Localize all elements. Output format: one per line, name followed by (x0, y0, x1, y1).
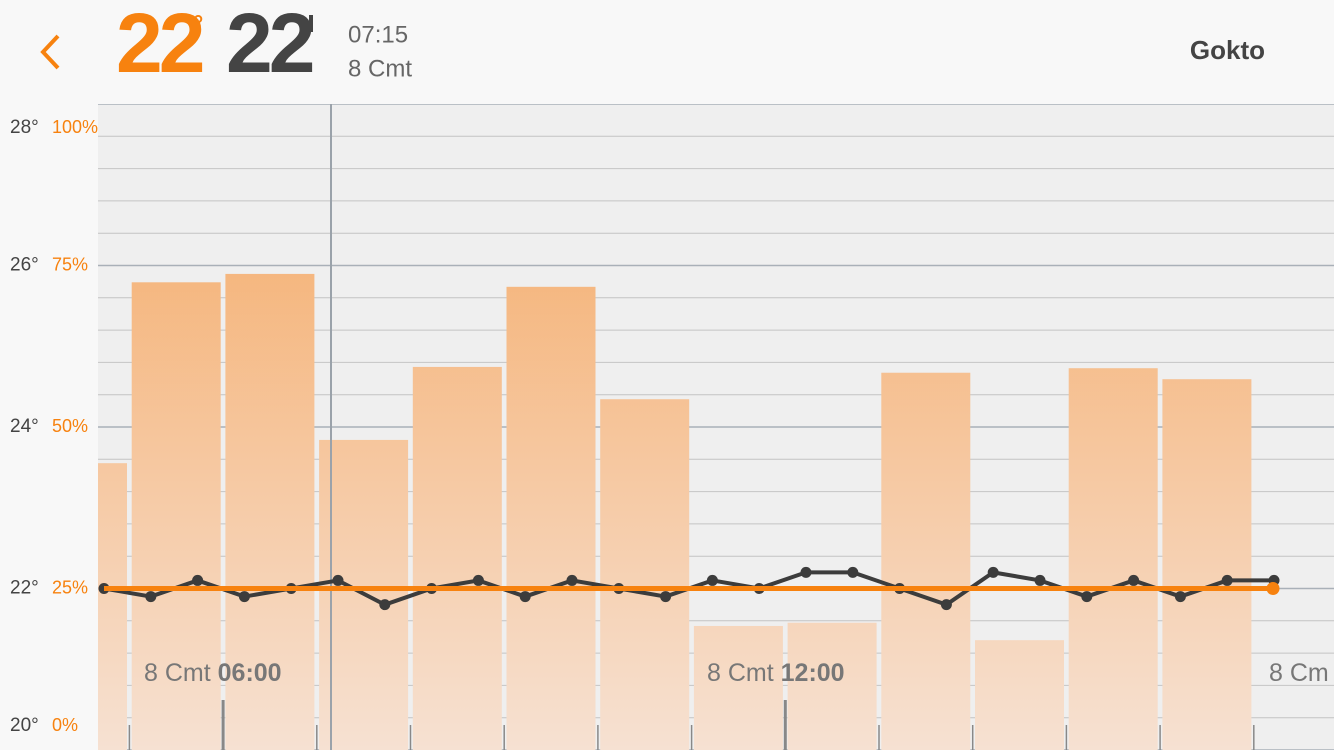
axes: 20° 22° 24° 26° 28° 0% 25% 50% 75% 100% 8 Cmt 06:0… (10, 117, 1329, 736)
plot (98, 104, 1334, 750)
humidity-bar (881, 372, 971, 750)
y2-tick-label: 25% (52, 577, 88, 597)
y-tick-label: 20° (10, 715, 39, 736)
temperature-point (379, 599, 391, 611)
y2-tick-label: 100% (52, 117, 98, 137)
temperature-point (566, 574, 578, 586)
back-button[interactable] (40, 34, 60, 70)
time-label: 8 Cm (1269, 659, 1329, 687)
current-marker (309, 15, 313, 32)
humidity-bar (225, 273, 315, 750)
temperature-point (145, 591, 157, 603)
temperature-point (332, 574, 344, 586)
y2-tick-label: 50% (52, 416, 88, 436)
time-label-time: 12:00 (781, 659, 845, 687)
time-label-time: 06:00 (218, 659, 282, 687)
temperature-point (519, 591, 531, 603)
temperature-point (1128, 574, 1140, 586)
current-temp: 22 (226, 0, 313, 90)
humidity-bar (693, 625, 783, 750)
temperature-point (238, 591, 250, 603)
temperature-point (706, 574, 718, 586)
time-label-date: 8 Cmt (144, 659, 211, 687)
temperature-point (847, 566, 859, 578)
humidity-bar (600, 399, 690, 750)
temperature-point (472, 574, 484, 586)
humidity-bar (1162, 379, 1252, 750)
temperature-point (1034, 574, 1046, 586)
page-title: Gokto (1190, 35, 1265, 65)
humidity-bar (975, 640, 1064, 750)
set-unit: ° (193, 9, 203, 39)
time-label-gap (774, 659, 781, 687)
humidity-bar (787, 622, 877, 750)
temperature-point (1081, 591, 1093, 603)
time-label: 8 Cmt 12:00 (707, 659, 845, 687)
header-date: 8 Cmt (348, 55, 412, 82)
humidity-bar (131, 282, 221, 750)
temperature-point (1174, 591, 1186, 603)
humidity-bar (1068, 368, 1158, 750)
humidity-bar (506, 286, 596, 750)
temperature-point (660, 591, 672, 603)
temperature-point (940, 599, 952, 611)
time-label: 8 Cmt 06:00 (144, 659, 282, 687)
setpoint-end (1266, 582, 1280, 595)
header-bg (0, 0, 1334, 104)
y2-tick-label: 0% (52, 715, 78, 735)
y-tick-label: 28° (10, 117, 39, 138)
set-temp[interactable]: 22 (116, 0, 207, 90)
temperature-point (800, 566, 812, 578)
time-label-date: 8 Cmt (707, 659, 774, 687)
time-label-date: 8 Cm (1269, 659, 1329, 687)
time-label-gap (211, 659, 218, 687)
y-tick-label: 26° (10, 255, 39, 276)
y2-tick-label: 75% (52, 254, 88, 274)
y-tick-label: 24° (10, 416, 39, 437)
header-time: 07:15 (348, 21, 408, 48)
y-tick-label: 22° (10, 578, 39, 599)
temperature-point (987, 566, 999, 578)
humidity-bar (412, 366, 502, 750)
temperature-point (1221, 574, 1233, 586)
temperature-point (192, 574, 204, 586)
humidity-bar (98, 463, 127, 750)
